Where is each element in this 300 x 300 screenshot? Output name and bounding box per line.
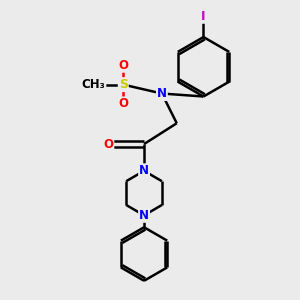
Text: N: N (157, 87, 167, 100)
Text: CH₃: CH₃ (82, 78, 105, 91)
Text: I: I (201, 10, 206, 23)
Text: O: O (118, 59, 128, 72)
Text: N: N (139, 164, 149, 177)
Text: O: O (118, 98, 128, 110)
Text: S: S (119, 78, 128, 91)
Text: N: N (139, 209, 149, 222)
Text: O: O (103, 138, 113, 151)
